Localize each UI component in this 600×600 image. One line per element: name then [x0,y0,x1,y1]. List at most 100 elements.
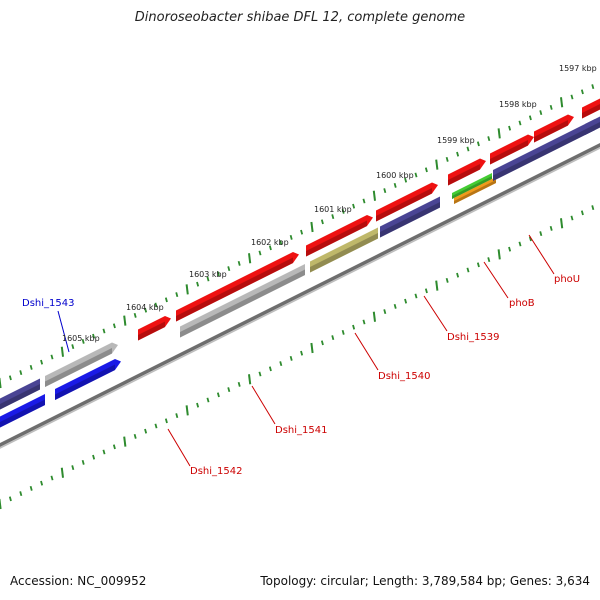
outer-tick [591,84,595,90]
tick-marks [0,84,595,510]
inner-tick [258,371,262,377]
outer-tick [508,125,512,131]
inner-tick [497,249,501,260]
outer-tick [92,333,96,339]
outer-tick [341,208,345,214]
gene-outer-7 [534,114,574,143]
outer-tick [404,177,408,183]
outer-tick [424,167,428,173]
inner-tick [102,449,106,455]
outer-tick [445,156,449,162]
inner-tick [383,309,387,315]
outer-tick [248,253,252,264]
gene-label-dshi-1542[interactable]: Dshi_1542 [190,466,242,477]
kbp-label-1600: 1600 kbp [376,171,414,180]
outer-tick [352,203,356,209]
inner-tick [580,210,584,216]
kbp-label-1602: 1602 kbp [251,238,289,247]
outer-tick [528,115,532,121]
gene-outer-left [0,378,40,410]
kbp-label-1597: 1597 kbp [559,64,597,73]
gene-label-dshi-1540[interactable]: Dshi_1540 [378,371,430,382]
outer-tick [320,219,324,225]
gene-blue-1 [55,359,121,400]
outer-tick [144,307,148,313]
outer-tick [414,172,418,178]
gene-purple-2-shade [493,152,540,181]
outer-tick [29,364,33,370]
inner-tick [341,329,345,335]
inner-tick [435,280,439,291]
gene-label-dshi-1541[interactable]: Dshi_1541 [275,425,327,436]
outer-tick [123,315,127,326]
gene-label-dshi-1543[interactable]: Dshi_1543 [22,298,74,309]
gene-dshi-1542-shade [138,321,165,341]
inner-tick [476,262,480,268]
gene-blue-1-shade [55,364,115,400]
kbp-label-1605: 1605 kbp [62,334,100,343]
gene-phob-shade [448,164,480,186]
inner-tick [352,324,356,330]
gene-dshi-1541 [176,252,299,322]
gene-phou [490,134,534,165]
inner-tick [206,397,210,403]
outer-tick [258,250,262,256]
gene-green [452,173,492,199]
gene-dshi-1540 [306,215,373,257]
inner-tick [362,319,366,325]
gene-orange-shade [454,180,496,204]
kbp-label-1603: 1603 kbp [189,270,227,279]
label-leader-lines [57,234,555,467]
gene-outer-left-shade [0,384,40,410]
inner-tick [404,298,408,304]
map-title: Dinoroseobacter shibae DFL 12, complete … [134,10,466,25]
outer-tick [560,97,564,108]
accession-text: Accession: NC_009952 [10,574,147,588]
inner-tick [570,215,574,221]
inner-tick [50,475,54,481]
gene-label-dshi-1539[interactable]: Dshi_1539 [447,332,499,343]
outer-tick [362,198,366,204]
outer-tick [8,375,12,381]
inner-tick [227,387,231,393]
gene-outer-7-shade [534,120,568,143]
outer-tick [570,94,574,100]
inner-tick [196,402,200,408]
inner-tick [518,241,522,247]
gene-dshi-1541-shade [176,257,293,322]
outer-tick [40,359,44,365]
inner-tick [237,381,241,387]
outer-tick [133,312,137,318]
inner-tick [248,374,252,385]
inner-tick [445,277,449,283]
outer-tick [19,370,23,376]
topology-text: Topology: circular; Length: 3,789,584 bp… [260,574,590,588]
inner-tick [300,350,304,356]
outer-tick [50,354,54,360]
inner-tick [29,485,33,491]
kbp-label-1599: 1599 kbp [437,136,475,145]
gene-purple-2 [493,146,540,181]
gene-dshi-1542 [138,316,171,341]
outer-tick [71,344,75,350]
gene-green-shade [452,176,492,199]
genome-backbone [0,143,600,449]
gene-blue-2-shade [0,399,45,428]
gene-purple-1-shade [380,202,440,238]
gene-labels: Dshi_1543 Dshi_1542 Dshi_1541 Dshi_1540 … [22,274,580,477]
gene-purple-1 [380,196,440,238]
inner-tick [112,444,116,450]
outer-tick [206,276,210,282]
outer-tick [0,377,2,389]
outer-tick [300,229,304,235]
inner-tick [19,491,23,497]
outer-tick [237,260,241,266]
gene-label-phob[interactable]: phoB [509,298,535,309]
gene-label-phou[interactable]: phoU [554,274,580,285]
gene-dshi-1543-outer [45,342,118,387]
outer-tick [268,245,272,251]
inner-tick [185,405,189,416]
inner-tick [424,288,428,294]
inner-tick [81,459,85,465]
gene-blue-2 [0,394,45,428]
